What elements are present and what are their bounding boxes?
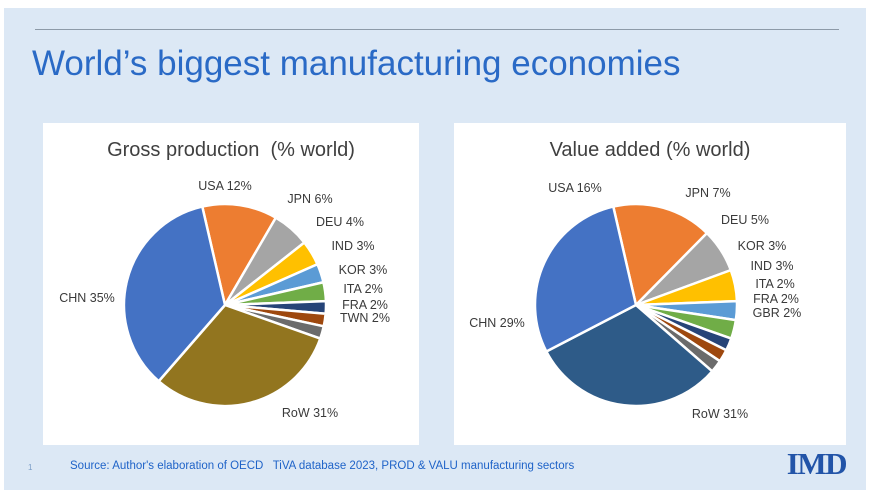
chart-title-gross-production: Gross production (% world) bbox=[107, 139, 355, 161]
slice-label-deu: DEU 5% bbox=[721, 213, 769, 227]
slice-label-row: RoW 31% bbox=[692, 407, 748, 421]
chart-title-value-added: Value added (% world) bbox=[549, 139, 751, 161]
slice-label-fra: FRA 2% bbox=[342, 298, 388, 312]
slice-label-ind: IND 3% bbox=[331, 239, 374, 253]
pie-chart-gross-production: USA 12% JPN 6% DEU 4% IND 3% KOR 3% ITA 2% FRA… bbox=[59, 179, 390, 420]
pie-slice-chn bbox=[533, 205, 638, 353]
slice-label-twn: TWN 2% bbox=[340, 311, 390, 325]
slice-label-jpn: JPN 7% bbox=[685, 186, 730, 200]
slice-label-jpn: JPN 6% bbox=[287, 192, 332, 206]
chart-card-gross-production: Gross production (% world) USA 12% JPN 6%… bbox=[43, 123, 419, 445]
pie-slice-usa bbox=[201, 202, 278, 307]
slice-label-chn: CHN 35% bbox=[59, 291, 115, 305]
pie-chart-value-added: USA 16% JPN 7% DEU 5% KOR 3% IND 3% ITA 2%FRA… bbox=[469, 181, 802, 421]
slice-label-usa: USA 12% bbox=[198, 179, 252, 193]
chart-card-value-added: Value added (% world) USA 16% JPN 7% DEU 5… bbox=[454, 123, 846, 445]
slice-label-ind: IND 3% bbox=[750, 259, 793, 273]
slice-label-ita: ITA 2% bbox=[755, 277, 794, 291]
slice-label-gbr: GBR 2% bbox=[753, 306, 802, 320]
slice-label-ita: ITA 2% bbox=[343, 282, 382, 296]
page-number: 1 bbox=[28, 463, 33, 472]
slice-label-row: RoW 31% bbox=[282, 406, 338, 420]
pie-slice-chn bbox=[122, 205, 227, 383]
imd-logo: IMD bbox=[786, 446, 848, 481]
header-divider bbox=[35, 29, 839, 30]
pie-slice-usa bbox=[612, 202, 709, 307]
pie-slice-row bbox=[157, 303, 322, 408]
slice-label-kor: KOR 3% bbox=[339, 263, 388, 277]
page-title: World’s biggest manufacturing economies bbox=[32, 44, 681, 83]
slide: World’s biggest manufacturing economies … bbox=[4, 8, 866, 490]
slice-label-kor: KOR 3% bbox=[738, 239, 787, 253]
slice-label-usa: USA 16% bbox=[548, 181, 602, 195]
slice-label-chn: CHN 29% bbox=[469, 316, 525, 330]
source-note: Source: Author's elaboration of OECD TiV… bbox=[70, 460, 575, 472]
slice-label-fra: FRA 2% bbox=[753, 292, 799, 306]
slice-label-deu: DEU 4% bbox=[316, 215, 364, 229]
